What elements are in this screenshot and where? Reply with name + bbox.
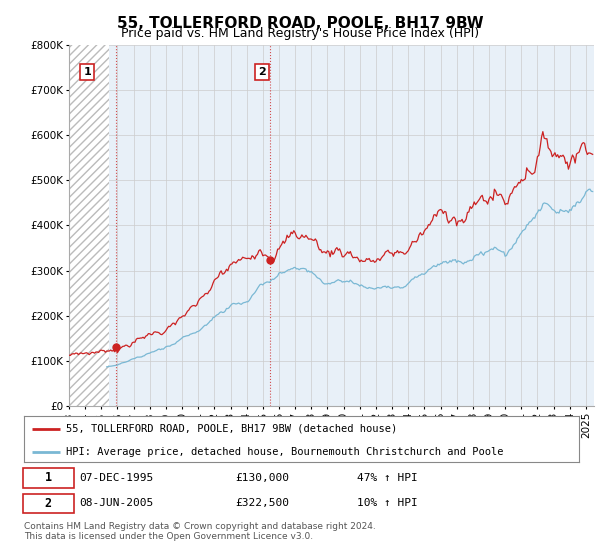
Text: 2: 2 <box>45 497 52 510</box>
Text: 1: 1 <box>83 67 91 77</box>
Text: 1: 1 <box>45 472 52 484</box>
Text: 08-JUN-2005: 08-JUN-2005 <box>79 498 154 508</box>
Text: 47% ↑ HPI: 47% ↑ HPI <box>357 473 418 483</box>
FancyBboxPatch shape <box>23 468 74 488</box>
Text: 10% ↑ HPI: 10% ↑ HPI <box>357 498 418 508</box>
Text: 55, TOLLERFORD ROAD, POOLE, BH17 9BW: 55, TOLLERFORD ROAD, POOLE, BH17 9BW <box>116 16 484 31</box>
Text: HPI: Average price, detached house, Bournemouth Christchurch and Poole: HPI: Average price, detached house, Bour… <box>65 447 503 457</box>
Text: Contains HM Land Registry data © Crown copyright and database right 2024.
This d: Contains HM Land Registry data © Crown c… <box>24 522 376 542</box>
Text: £130,000: £130,000 <box>235 473 289 483</box>
Text: Price paid vs. HM Land Registry's House Price Index (HPI): Price paid vs. HM Land Registry's House … <box>121 27 479 40</box>
FancyBboxPatch shape <box>23 493 74 513</box>
Text: 07-DEC-1995: 07-DEC-1995 <box>79 473 154 483</box>
Text: 55, TOLLERFORD ROAD, POOLE, BH17 9BW (detached house): 55, TOLLERFORD ROAD, POOLE, BH17 9BW (de… <box>65 424 397 434</box>
Text: £322,500: £322,500 <box>235 498 289 508</box>
Text: 2: 2 <box>258 67 266 77</box>
